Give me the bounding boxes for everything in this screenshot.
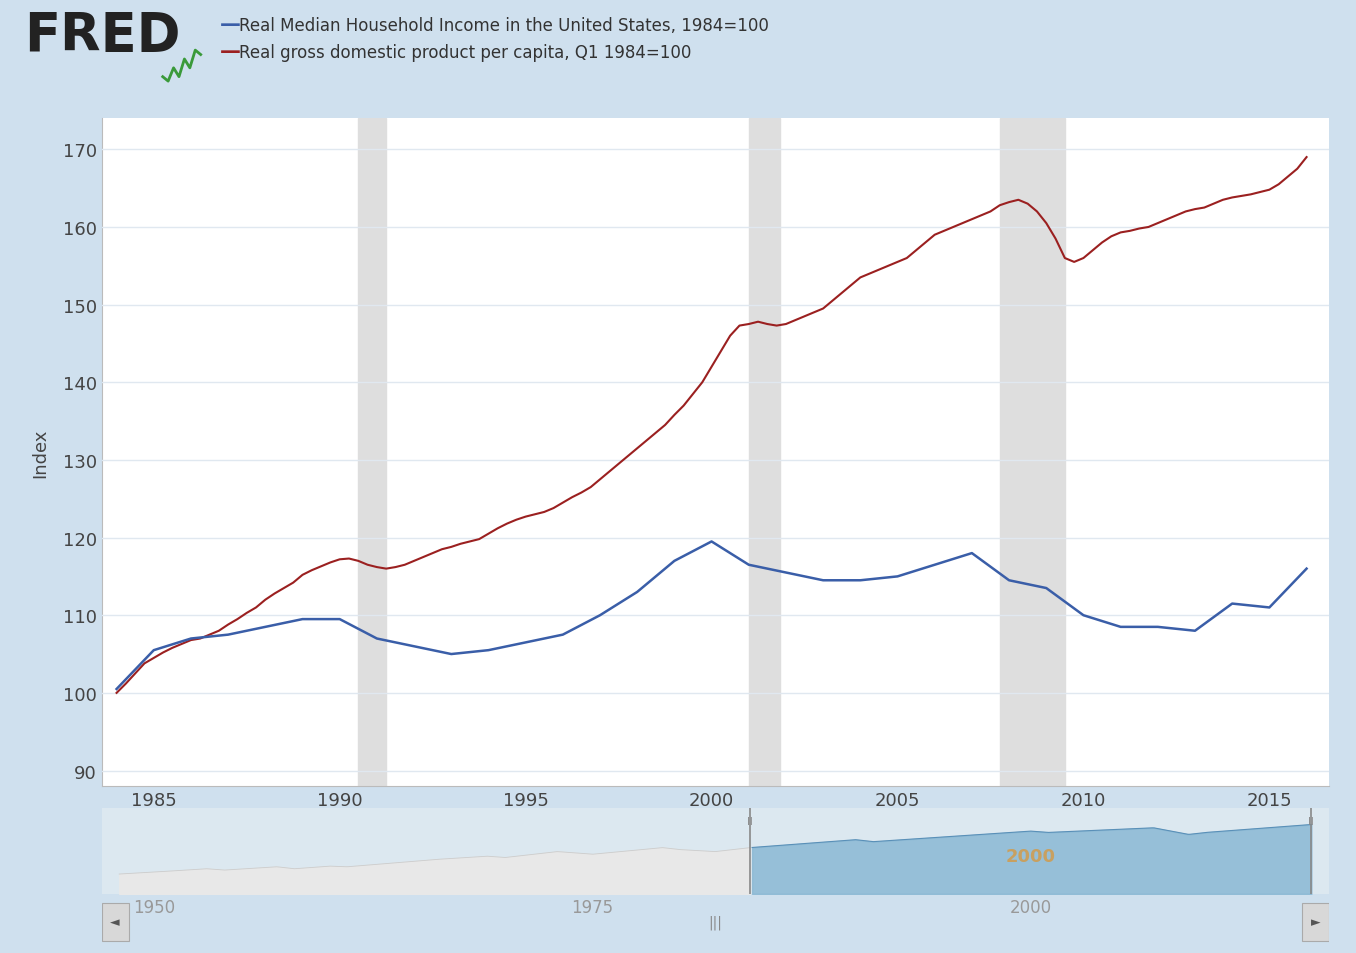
Text: Real Median Household Income in the United States, 1984=100: Real Median Household Income in the Unit…: [239, 17, 769, 35]
Text: II: II: [1309, 816, 1314, 826]
Text: 2000: 2000: [1006, 846, 1056, 864]
Text: ►: ►: [1310, 916, 1321, 928]
Bar: [999, 119, 1064, 786]
Bar: [749, 119, 780, 786]
Text: —: —: [220, 15, 240, 35]
FancyBboxPatch shape: [102, 902, 129, 942]
Text: —: —: [220, 42, 240, 62]
FancyBboxPatch shape: [1302, 902, 1329, 942]
Text: |||: |||: [708, 915, 723, 929]
Text: II: II: [747, 816, 753, 826]
Text: ◄: ◄: [110, 916, 121, 928]
Text: Real gross domestic product per capita, Q1 1984=100: Real gross domestic product per capita, …: [239, 44, 692, 62]
Bar: [358, 119, 386, 786]
Y-axis label: Index: Index: [31, 428, 49, 477]
Text: FRED: FRED: [24, 10, 180, 62]
